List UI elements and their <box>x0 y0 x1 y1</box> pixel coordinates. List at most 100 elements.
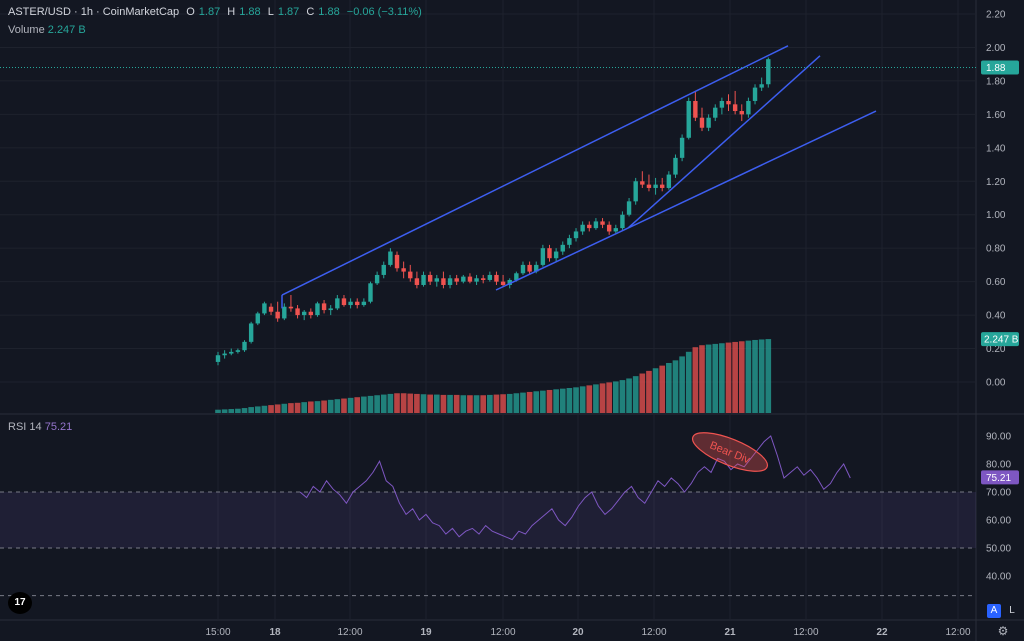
volume-bar <box>579 386 586 413</box>
candle-body <box>481 278 486 280</box>
price-tick-label: 2.00 <box>986 43 1006 54</box>
candle-body <box>408 271 413 279</box>
candle-body <box>527 264 532 272</box>
volume-bar <box>586 385 593 413</box>
volume-bar <box>719 343 725 413</box>
candle-body <box>335 298 340 309</box>
time-tick-label: 15:00 <box>205 627 230 638</box>
time-tick-label: 22 <box>876 627 888 638</box>
low-label: L <box>267 6 274 18</box>
tradingview-logo-icon[interactable]: 17 <box>8 592 32 614</box>
volume-bar <box>288 403 294 413</box>
candle-body <box>242 341 247 351</box>
volume-bar <box>540 390 546 413</box>
volume-bar <box>440 394 447 413</box>
time-tick-label: 21 <box>724 627 736 638</box>
candle-body <box>467 276 473 282</box>
volume-bar <box>261 405 268 413</box>
candle-body <box>686 100 691 138</box>
time-tick-label: 19 <box>420 627 432 638</box>
candle-body <box>229 351 234 354</box>
close-value: 1.88 <box>318 6 340 18</box>
candle-body <box>315 303 320 316</box>
last-volume-badge <box>981 332 1019 347</box>
volume-bar <box>745 340 752 413</box>
log-scale-button[interactable]: L <box>1009 605 1015 616</box>
volume-bar <box>553 389 559 413</box>
price-tick-label: 2.20 <box>986 10 1006 21</box>
volume-bar <box>420 394 427 413</box>
volume-bar <box>321 400 327 413</box>
candle-body <box>540 248 546 265</box>
volume-bar <box>361 396 367 413</box>
candle-body <box>394 254 400 269</box>
candle-body <box>282 306 287 319</box>
volume-bar <box>546 389 553 413</box>
candle-body <box>388 251 393 265</box>
volume-label[interactable]: Volume <box>8 24 45 36</box>
candle-body <box>421 274 426 285</box>
volume-bar <box>228 409 235 413</box>
volume-bar <box>480 395 487 413</box>
bear-div-annotation: Bear Div <box>691 432 769 472</box>
volume-bar <box>732 341 738 413</box>
volume-bar <box>752 339 758 413</box>
rsi-label[interactable]: RSI 14 <box>8 421 42 433</box>
settings-gear-icon[interactable]: ⚙ <box>997 624 1009 638</box>
time-tick-label: 12:00 <box>641 627 666 638</box>
price-tick-label: 1.60 <box>986 110 1006 121</box>
candle-body <box>726 100 731 105</box>
candle-body <box>587 224 592 229</box>
candle-body <box>633 181 638 202</box>
candle-body <box>401 268 406 272</box>
candle-body <box>321 303 327 311</box>
time-tick-label: 12:00 <box>337 627 362 638</box>
candle-body <box>673 157 678 175</box>
time-tick-label: 18 <box>269 627 281 638</box>
time-tick-label: 20 <box>572 627 584 638</box>
price-tick-label: 1.20 <box>986 177 1006 188</box>
volume-bar <box>241 408 248 413</box>
trend-line <box>627 55 821 229</box>
volume-bar <box>473 395 480 413</box>
candle-body <box>500 281 506 285</box>
volume-bar <box>274 404 281 413</box>
candle-body <box>355 301 360 306</box>
candle-body <box>494 274 499 282</box>
rsi-tick-label: 80.00 <box>986 460 1011 471</box>
volume-bar <box>374 395 380 413</box>
symbol-label[interactable]: ASTER/USD · 1h · CoinMarketCap <box>8 6 180 18</box>
candle-body <box>553 251 559 259</box>
volume-bar <box>354 397 361 413</box>
trend-line <box>495 227 629 291</box>
candle-body <box>447 278 453 285</box>
volume-bar <box>692 347 699 413</box>
low-value: 1.87 <box>277 6 300 18</box>
candle-body <box>646 184 652 188</box>
candle-body <box>706 117 711 128</box>
candle-body <box>427 274 433 282</box>
volume-bar <box>513 393 520 413</box>
high-value: 1.88 <box>239 6 261 18</box>
volume-bar <box>221 409 228 413</box>
volume-bar <box>347 397 354 413</box>
high-label: H <box>227 6 236 18</box>
volume-bar <box>632 376 639 413</box>
open-label: O <box>186 6 195 18</box>
chart-header: ASTER/USD · 1h · CoinMarketCap O 1.87 H 1.… <box>8 6 426 18</box>
change-value: −0.06 (−3.11%) <box>346 6 422 18</box>
volume-bar <box>268 405 274 413</box>
volume-bar <box>314 401 321 413</box>
auto-scale-button[interactable]: A <box>987 604 1001 618</box>
price-tick-label: 0.40 <box>986 311 1006 322</box>
candle-body <box>573 231 579 239</box>
last-price-label: 1.88 <box>986 63 1006 74</box>
volume-bar <box>672 360 679 413</box>
bear-div-ellipse <box>691 432 769 472</box>
volume-bar <box>566 387 573 413</box>
time-tick-label: 12:00 <box>793 627 818 638</box>
candle-body <box>593 221 599 229</box>
volume-bar <box>327 399 334 413</box>
volume-bar <box>659 365 666 413</box>
